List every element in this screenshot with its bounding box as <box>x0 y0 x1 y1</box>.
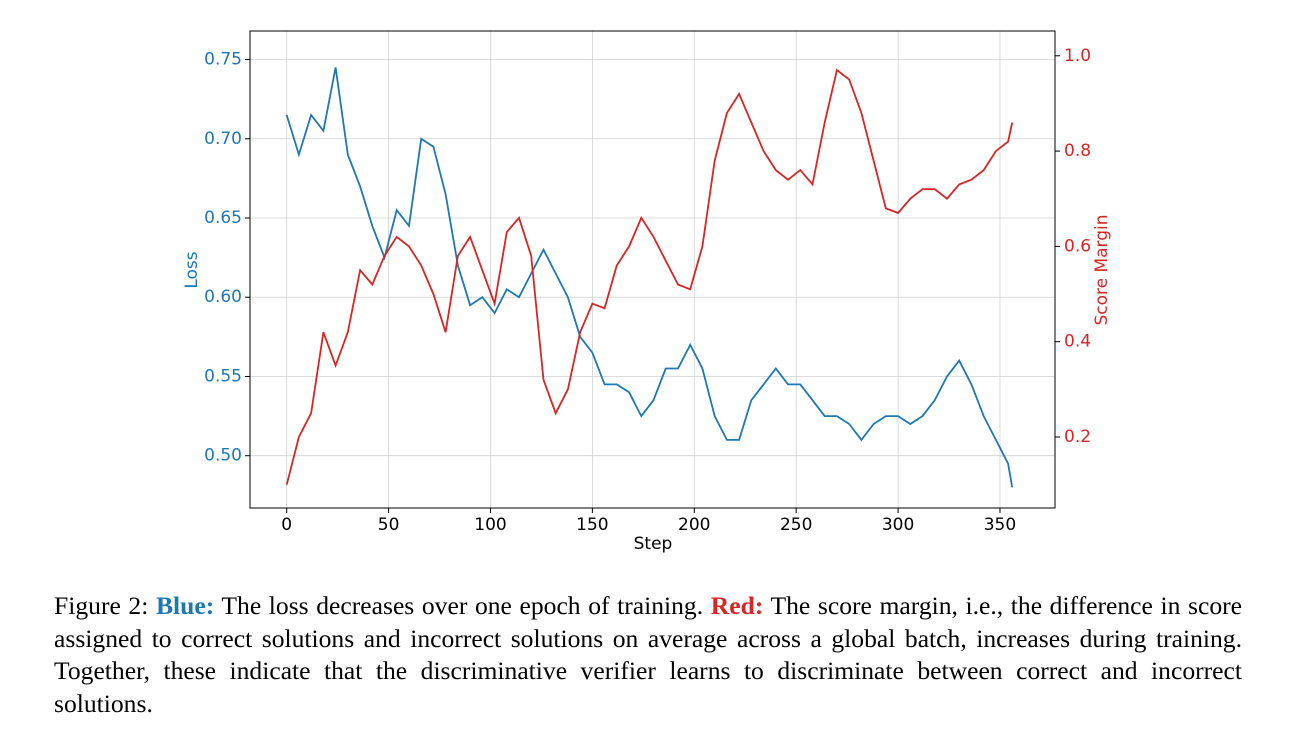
x-tick-label: 100 <box>474 515 506 535</box>
caption: Figure 2: Blue: The loss decreases over … <box>54 590 1242 720</box>
y2-tick-label: 0.8 <box>1064 141 1091 161</box>
x-tick-label: 50 <box>378 515 400 535</box>
x-tick-label: 300 <box>882 515 914 535</box>
y-tick-label: 0.60 <box>204 287 242 307</box>
y-axis-label: Loss <box>182 251 202 288</box>
y2-tick-label: 0.2 <box>1064 427 1091 447</box>
blue-label: Blue: <box>155 591 215 620</box>
red-label: Red: <box>710 591 764 620</box>
y2-tick-label: 0.6 <box>1064 236 1091 256</box>
x-axis-label: Step <box>634 534 673 554</box>
line-series <box>285 67 1014 488</box>
figure-label: Figure 2: <box>54 591 149 620</box>
y2-tick-label: 0.4 <box>1064 332 1091 352</box>
y2-tick-label: 1.0 <box>1064 46 1091 66</box>
y-tick-label: 0.50 <box>204 446 242 466</box>
y-tick-label: 0.55 <box>204 366 242 386</box>
y-tick-label: 0.65 <box>204 208 242 228</box>
x-tick-label: 350 <box>984 515 1016 535</box>
y-tick-label: 0.70 <box>204 129 242 149</box>
plot-frame <box>249 30 1056 509</box>
x-tick-label: 200 <box>678 515 710 535</box>
x-tick-label: 150 <box>576 515 608 535</box>
x-tick-label: 0 <box>281 515 292 535</box>
caption-text: The score margin, i.e., the difference i… <box>54 591 1243 718</box>
chart: Step Loss Score Margin 0 50 100 150 200 250 30… <box>182 30 1112 554</box>
y2-axis-label: Score Margin <box>1092 214 1112 325</box>
y-tick-label: 0.75 <box>204 50 242 70</box>
x-tick-label: 250 <box>780 515 812 535</box>
line-series <box>285 68 1014 485</box>
caption-text: The loss decreases over one epoch of tra… <box>221 591 704 620</box>
